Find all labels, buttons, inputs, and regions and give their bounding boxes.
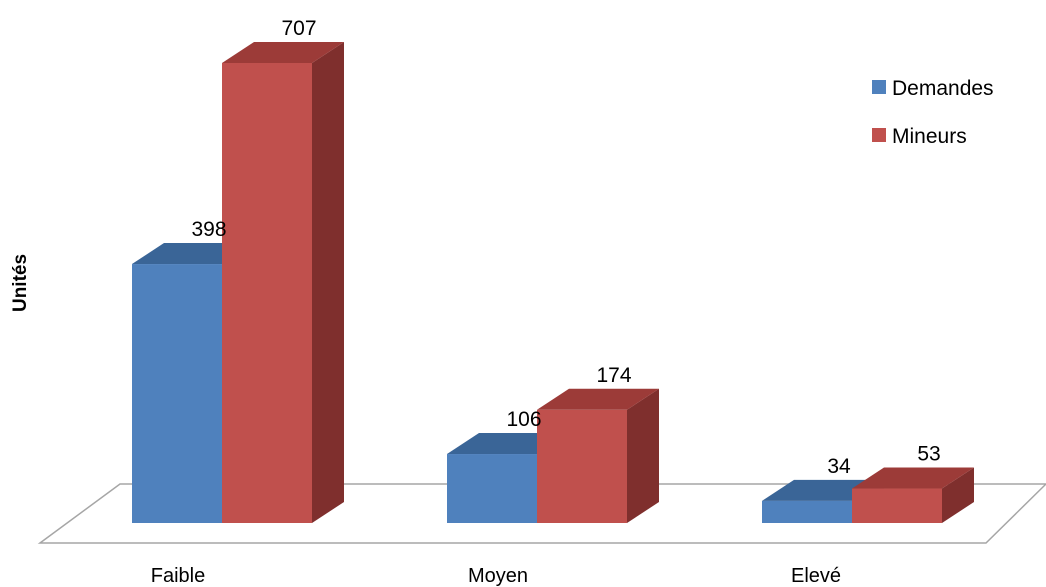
value-labels-group: 398 707 106 174 34 53 xyxy=(191,17,940,478)
data-label-demandes-0: 398 xyxy=(191,218,226,241)
category-label-2: Elevé xyxy=(791,565,841,587)
bar-front-mineurs-2 xyxy=(852,488,942,523)
data-label-demandes-1: 106 xyxy=(506,408,541,431)
bars-group xyxy=(132,42,974,523)
data-label-mineurs-2: 53 xyxy=(917,443,940,466)
legend-swatch-demandes xyxy=(872,80,886,94)
bar-top-mineurs-2 xyxy=(852,467,974,489)
bar-side-mineurs-0 xyxy=(312,42,344,523)
data-label-demandes-2: 34 xyxy=(827,455,851,478)
bar-front-mineurs-1 xyxy=(537,409,627,523)
bar-front-demandes-0 xyxy=(132,264,222,523)
category-labels-group: Faible Moyen Elevé xyxy=(151,565,841,587)
data-label-mineurs-1: 174 xyxy=(596,364,631,387)
legend-label-demandes: Demandes xyxy=(892,77,994,100)
legend-label-mineurs: Mineurs xyxy=(892,125,967,148)
bar-side-mineurs-2 xyxy=(942,467,974,523)
y-axis-label: Unités xyxy=(10,254,31,312)
bar-front-demandes-2 xyxy=(762,500,852,523)
bar-front-demandes-1 xyxy=(447,454,537,523)
legend-swatch-mineurs xyxy=(872,128,886,142)
category-label-1: Moyen xyxy=(468,565,528,587)
data-label-mineurs-0: 707 xyxy=(281,17,316,40)
bar-top-mineurs-1 xyxy=(537,388,659,410)
category-label-0: Faible xyxy=(151,565,205,587)
bar-top-mineurs-0 xyxy=(222,42,344,63)
legend: Demandes Mineurs xyxy=(872,77,994,148)
bar-side-mineurs-1 xyxy=(627,388,659,523)
bar-front-mineurs-0 xyxy=(222,63,312,523)
